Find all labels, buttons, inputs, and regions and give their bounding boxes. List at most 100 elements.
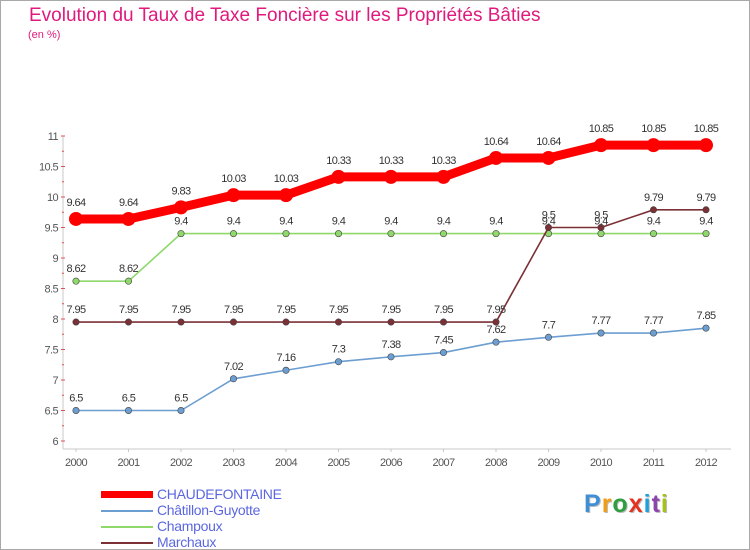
- data-point-marchaux: [544, 224, 552, 232]
- data-label-chaudefontaine: 10.33: [431, 155, 456, 167]
- data-label-chatillon-guyotte: 6.5: [69, 393, 83, 405]
- data-point-marchaux: [177, 318, 185, 326]
- data-point-champoux: [177, 230, 185, 238]
- data-point-marchaux: [492, 318, 500, 326]
- data-label-marchaux: 7.95: [276, 304, 295, 316]
- y-tick-label: 7.5: [45, 345, 59, 357]
- data-label-champoux: 9.4: [699, 216, 713, 228]
- data-label-marchaux: 7.95: [66, 304, 85, 316]
- x-tick-label: 2006: [380, 457, 403, 469]
- x-tick-label: 2008: [485, 457, 508, 469]
- x-tick-label: 2004: [275, 457, 298, 469]
- data-point-champoux: [702, 230, 710, 238]
- legend-swatch-marchaux: [101, 542, 153, 544]
- data-point-champoux: [72, 277, 80, 285]
- data-point-chaudefontaine: [69, 211, 83, 226]
- data-point-chatillon-guyotte: [334, 358, 342, 366]
- data-point-marchaux: [230, 318, 238, 326]
- legend-swatch-champoux: [101, 526, 153, 528]
- chart-title: Evolution du Taux de Taxe Foncière sur l…: [29, 5, 541, 26]
- y-tick-label: 10: [47, 192, 59, 204]
- x-tick-label: 2009: [537, 457, 560, 469]
- data-point-marchaux: [439, 318, 447, 326]
- data-label-chatillon-guyotte: 7.02: [224, 361, 243, 373]
- data-point-chatillon-guyotte: [387, 353, 395, 361]
- data-label-chaudefontaine: 10.03: [274, 173, 299, 185]
- data-label-chatillon-guyotte: 7.77: [644, 315, 663, 327]
- data-label-champoux: 9.4: [174, 216, 188, 228]
- data-label-chatillon-guyotte: 7.7: [542, 319, 556, 331]
- data-label-chaudefontaine: 10.85: [589, 123, 614, 135]
- data-label-champoux: 9.4: [437, 216, 451, 228]
- y-tick-label: 8.5: [45, 284, 59, 296]
- data-labels-layer: 6.5 6.5 6.5 7.02 7.16 7.3 7.38 7.45 7.62 7.7 7.77 7…: [66, 123, 719, 405]
- data-label-champoux: 9.4: [542, 216, 556, 228]
- legend-item-chaudefontaine: CHAUDEFONTAINE: [101, 486, 361, 503]
- data-label-chatillon-guyotte: 6.5: [122, 393, 136, 405]
- data-point-marchaux: [387, 318, 395, 326]
- data-point-chaudefontaine: [594, 138, 608, 153]
- y-tick-label: 6.5: [45, 406, 59, 418]
- data-label-chatillon-guyotte: 7.3: [332, 344, 346, 356]
- data-point-chaudefontaine: [121, 211, 136, 226]
- data-point-chatillon-guyotte: [544, 333, 552, 341]
- data-point-champoux: [492, 230, 500, 238]
- logo-letter: i: [643, 490, 652, 518]
- data-label-champoux: 9.4: [489, 216, 503, 228]
- data-point-marchaux: [649, 206, 657, 214]
- data-point-chaudefontaine: [279, 188, 293, 203]
- data-label-chatillon-guyotte: 7.77: [591, 315, 610, 327]
- data-label-chatillon-guyotte: 7.38: [381, 339, 400, 351]
- data-label-chaudefontaine: 10.64: [536, 136, 561, 148]
- data-label-marchaux: 7.95: [434, 304, 453, 316]
- data-point-marchaux: [72, 318, 80, 326]
- series-layer: [69, 138, 713, 414]
- chart-legend: CHAUDEFONTAINE Châtillon-Guyotte Champou…: [101, 486, 361, 549]
- data-label-marchaux: 9.79: [644, 192, 663, 204]
- data-point-chaudefontaine: [699, 138, 713, 153]
- y-tick-label: 6: [52, 436, 58, 448]
- chart-axes: 6 6.5 7 7.5 8 8.5 9 9.5 10 10.5 11 2000 2001 2002 2003…: [39, 131, 731, 469]
- x-tick-label: 2005: [327, 457, 350, 469]
- legend-item-marchaux: Marchaux: [101, 534, 361, 549]
- y-tick-label: 9.5: [45, 223, 59, 235]
- data-label-marchaux: 7.95: [224, 304, 243, 316]
- legend-swatch-chatillon-guyotte: [101, 510, 153, 512]
- data-point-chatillon-guyotte: [439, 349, 447, 357]
- data-label-marchaux: 9.5: [594, 210, 608, 222]
- data-point-marchaux: [702, 206, 710, 214]
- data-point-champoux: [597, 230, 605, 238]
- data-point-chatillon-guyotte: [282, 366, 290, 374]
- data-label-chaudefontaine: 9.83: [171, 185, 190, 197]
- data-label-marchaux: 9.5: [542, 210, 556, 222]
- data-label-marchaux: 7.95: [381, 304, 400, 316]
- data-point-chatillon-guyotte: [72, 406, 80, 414]
- data-point-champoux: [282, 230, 290, 238]
- logo-letter: x: [628, 490, 644, 518]
- data-label-champoux: 9.4: [332, 216, 346, 228]
- data-point-chatillon-guyotte: [125, 406, 133, 414]
- y-tick-label: 7: [52, 375, 58, 387]
- data-label-chaudefontaine: 10.03: [221, 173, 246, 185]
- logo-letter: r: [601, 490, 613, 518]
- data-label-champoux: 9.4: [279, 216, 293, 228]
- data-label-champoux: 9.4: [227, 216, 241, 228]
- data-point-chatillon-guyotte: [649, 329, 657, 337]
- data-point-chaudefontaine: [174, 200, 188, 215]
- data-point-chaudefontaine: [384, 169, 398, 184]
- y-tick-label: 9: [52, 253, 58, 265]
- legend-label-chatillon-guyotte: Châtillon-Guyotte: [157, 502, 261, 518]
- legend-item-chatillon-guyotte: Châtillon-Guyotte: [101, 502, 361, 519]
- proxiti-logo: Proxiti: [584, 490, 669, 519]
- data-point-chaudefontaine: [646, 138, 661, 153]
- data-point-champoux: [649, 230, 657, 238]
- legend-label-champoux: Champoux: [157, 518, 223, 534]
- x-tick-label: 2003: [222, 457, 245, 469]
- data-point-chatillon-guyotte: [492, 338, 500, 346]
- data-point-chatillon-guyotte: [230, 375, 238, 383]
- data-label-champoux: 8.62: [66, 263, 85, 275]
- logo-letter: o: [612, 490, 629, 518]
- data-label-marchaux: 7.95: [171, 304, 190, 316]
- data-point-chatillon-guyotte: [702, 324, 710, 332]
- data-point-marchaux: [282, 318, 290, 326]
